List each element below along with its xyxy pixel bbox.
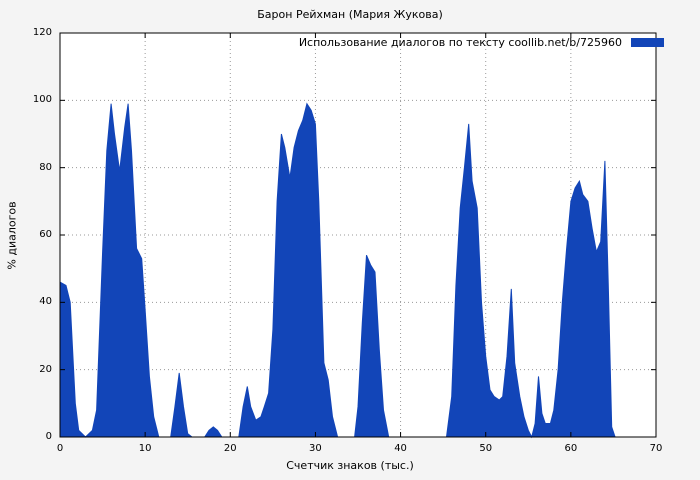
x-tick-label: 60 <box>564 443 578 454</box>
x-tick-label: 40 <box>394 443 407 454</box>
x-tick-label: 30 <box>309 443 322 454</box>
y-tick-label: 120 <box>32 27 52 38</box>
legend-label: Использование диалогов по тексту coollib… <box>298 36 622 49</box>
y-tick-label: 100 <box>32 94 52 106</box>
x-tick-label: 50 <box>479 443 493 454</box>
y-tick-label: 40 <box>39 296 52 308</box>
chart-title: Барон Рейхман (Мария Жукова) <box>257 8 443 21</box>
x-axis-label: Счетчик знаков (тыс.) <box>286 459 414 472</box>
y-tick-label: 20 <box>39 363 52 375</box>
y-tick-label: 80 <box>39 161 52 173</box>
x-tick-label: 70 <box>649 443 663 454</box>
area-series <box>59 102 622 439</box>
y-axis-label: % диалогов <box>5 201 19 270</box>
y-tick-label: 0 <box>45 431 52 442</box>
x-tick-label: 10 <box>138 443 152 454</box>
plot-border <box>59 32 657 438</box>
x-tick-label: 20 <box>223 443 237 454</box>
legend-swatch <box>631 38 664 47</box>
legend: Использование диалогов по тексту coollib… <box>299 36 664 49</box>
x-tick-label: 0 <box>56 443 64 454</box>
y-tick-label: 60 <box>39 229 52 240</box>
